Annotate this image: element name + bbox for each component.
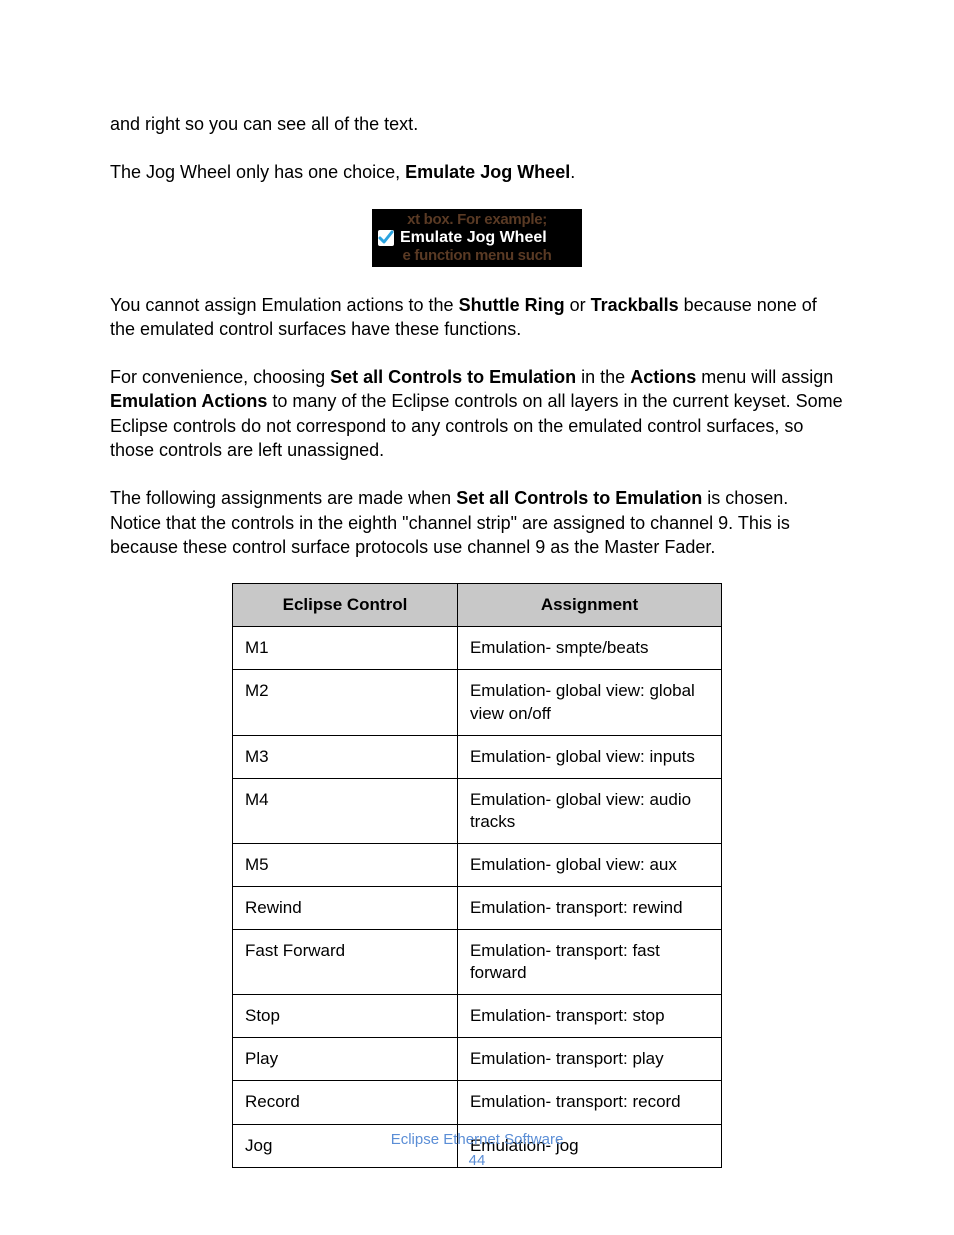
table-cell: M4 bbox=[233, 778, 458, 843]
table-cell: M2 bbox=[233, 670, 458, 735]
faded-text-bottom: e function menu such bbox=[376, 249, 578, 263]
table-cell: Emulation- global view: aux bbox=[457, 843, 721, 886]
paragraph-3: You cannot assign Emulation actions to t… bbox=[110, 293, 844, 342]
table-cell: Emulation- transport: rewind bbox=[457, 887, 721, 930]
table-header: Assignment bbox=[457, 584, 721, 627]
table-cell: Stop bbox=[233, 995, 458, 1038]
text-bold: Trackballs bbox=[591, 295, 679, 315]
table-header-row: Eclipse Control Assignment bbox=[233, 584, 722, 627]
table-row: M3Emulation- global view: inputs bbox=[233, 735, 722, 778]
paragraph-1: and right so you can see all of the text… bbox=[110, 112, 844, 136]
table-row: RecordEmulation- transport: record bbox=[233, 1081, 722, 1124]
text-bold: Actions bbox=[630, 367, 696, 387]
table-row: StopEmulation- transport: stop bbox=[233, 995, 722, 1038]
table-cell: Emulation- transport: record bbox=[457, 1081, 721, 1124]
table-cell: Emulation- smpte/beats bbox=[457, 627, 721, 670]
page-number: 44 bbox=[0, 1150, 954, 1171]
checkbox-icon[interactable] bbox=[378, 230, 394, 246]
table-cell: Emulation- transport: stop bbox=[457, 995, 721, 1038]
table-row: RewindEmulation- transport: rewind bbox=[233, 887, 722, 930]
checkbox-row: Emulate Jog Wheel bbox=[376, 227, 578, 249]
paragraph-4: For convenience, choosing Set all Contro… bbox=[110, 365, 844, 462]
table-cell: Emulation- transport: fast forward bbox=[457, 930, 721, 995]
text: . bbox=[570, 162, 575, 182]
emulate-jog-wheel-box: xt box. For example; Emulate Jog Wheel e… bbox=[372, 209, 582, 267]
table-row: M4Emulation- global view: audio tracks bbox=[233, 778, 722, 843]
table-row: Fast ForwardEmulation- transport: fast f… bbox=[233, 930, 722, 995]
table-cell: Fast Forward bbox=[233, 930, 458, 995]
table-cell: Emulation- global view: audio tracks bbox=[457, 778, 721, 843]
text: You cannot assign Emulation actions to t… bbox=[110, 295, 459, 315]
text-bold: Shuttle Ring bbox=[459, 295, 565, 315]
text: The following assignments are made when bbox=[110, 488, 456, 508]
table-row: M2Emulation- global view: global view on… bbox=[233, 670, 722, 735]
table-cell: Record bbox=[233, 1081, 458, 1124]
text-bold: Set all Controls to Emulation bbox=[456, 488, 702, 508]
table-cell: Play bbox=[233, 1038, 458, 1081]
text-bold: Emulation Actions bbox=[110, 391, 267, 411]
table-cell: M3 bbox=[233, 735, 458, 778]
table-cell: M1 bbox=[233, 627, 458, 670]
text-bold: Set all Controls to Emulation bbox=[330, 367, 576, 387]
table-row: M5Emulation- global view: aux bbox=[233, 843, 722, 886]
table-cell: Rewind bbox=[233, 887, 458, 930]
footer-title: Eclipse Ethernet Software bbox=[0, 1129, 954, 1150]
checkbox-label: Emulate Jog Wheel bbox=[400, 229, 547, 247]
table-cell: Emulation- global view: global view on/o… bbox=[457, 670, 721, 735]
assignments-table: Eclipse Control Assignment M1Emulation- … bbox=[232, 583, 722, 1167]
table-cell: Emulation- transport: play bbox=[457, 1038, 721, 1081]
page-footer: Eclipse Ethernet Software 44 bbox=[0, 1129, 954, 1171]
paragraph-2: The Jog Wheel only has one choice, Emula… bbox=[110, 160, 844, 184]
text: in the bbox=[576, 367, 630, 387]
table-row: M1Emulation- smpte/beats bbox=[233, 627, 722, 670]
text: or bbox=[565, 295, 591, 315]
table-cell: Emulation- global view: inputs bbox=[457, 735, 721, 778]
text: For convenience, choosing bbox=[110, 367, 330, 387]
table-header: Eclipse Control bbox=[233, 584, 458, 627]
table-cell: M5 bbox=[233, 843, 458, 886]
faded-text-top: xt box. For example; bbox=[376, 213, 578, 227]
paragraph-5: The following assignments are made when … bbox=[110, 486, 844, 559]
text: The Jog Wheel only has one choice, bbox=[110, 162, 405, 182]
text: menu will assign bbox=[696, 367, 833, 387]
table-row: PlayEmulation- transport: play bbox=[233, 1038, 722, 1081]
text-bold: Emulate Jog Wheel bbox=[405, 162, 570, 182]
